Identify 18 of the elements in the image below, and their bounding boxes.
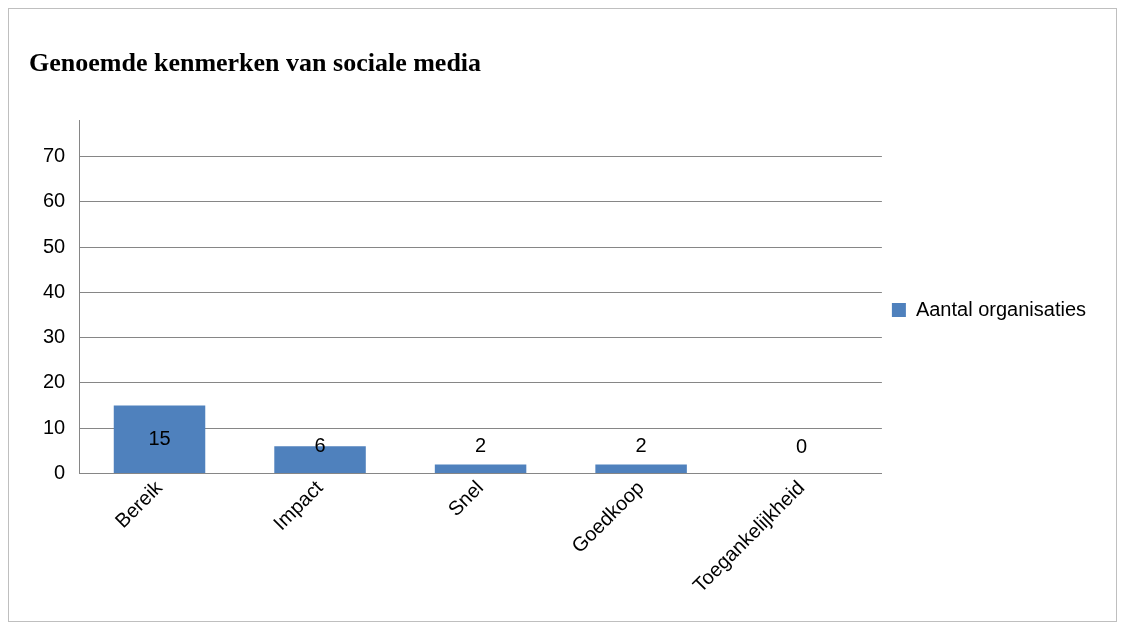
y-tick-label: 70 [43,143,66,166]
y-tick-label: 60 [43,189,66,212]
y-tick-label: 30 [43,325,66,348]
data-label: 2 [475,434,487,457]
y-tick-label: 20 [43,370,66,393]
bar [595,464,687,473]
data-label: 6 [314,434,326,457]
data-label: 0 [796,434,808,457]
data-label: 2 [635,434,647,457]
y-tick-label: 40 [43,279,66,302]
bar [113,405,206,473]
y-tick-label: 10 [43,415,66,438]
y-tick-label: 50 [43,234,66,257]
chart-title: Genoemde kenmerken van sociale media [29,48,482,78]
legend-label: Aantal organisaties [915,297,1086,320]
bar [434,464,527,473]
y-tick-label: 0 [54,460,66,483]
data-label: 15 [148,426,171,449]
